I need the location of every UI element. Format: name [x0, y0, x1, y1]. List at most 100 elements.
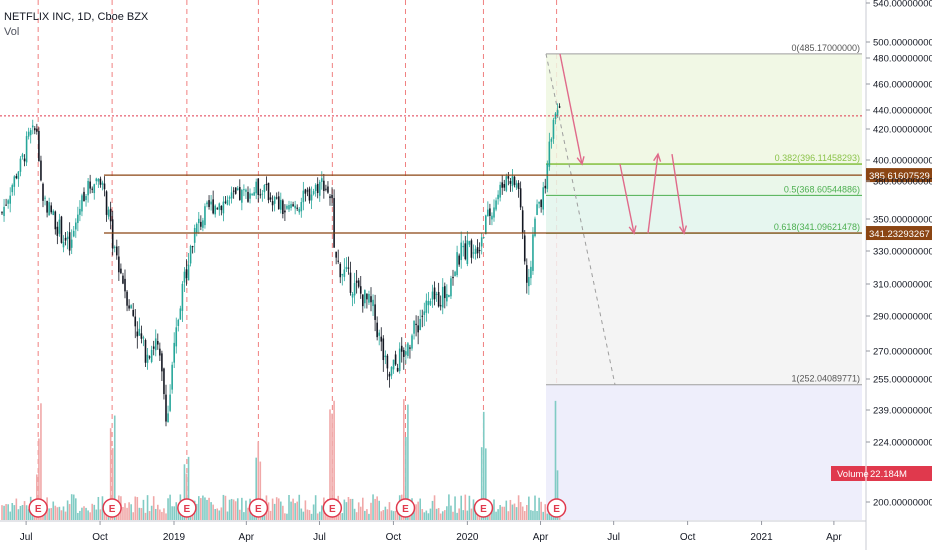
price-tick-label: 350.00000000 — [873, 215, 932, 226]
earnings-marker-label: E — [402, 504, 409, 515]
price-tick-label: 310.00000000 — [873, 280, 932, 291]
volume-bar — [277, 498, 280, 520]
volume-bar — [437, 507, 440, 520]
volume-bar — [421, 509, 424, 520]
candle-body — [222, 201, 225, 214]
volume-bar — [146, 495, 149, 520]
projection-arrow[interactable] — [647, 153, 659, 234]
volume-bar — [198, 496, 200, 520]
volume-bar — [138, 507, 141, 520]
candle-body — [19, 158, 22, 172]
candle-body — [132, 309, 134, 316]
fibonacci-retracement[interactable]: 0(485.17000000) 0.382(396.11458293) 0.5(36… — [545, 43, 862, 520]
candle-body — [245, 189, 247, 192]
earnings-marker[interactable] — [102, 498, 122, 518]
volume-bar — [202, 495, 204, 520]
candle-body — [60, 216, 63, 243]
price-tick-label: 480.00000000 — [873, 54, 932, 65]
volume-bar — [77, 512, 79, 520]
volume-bar — [505, 500, 508, 520]
earnings-marker[interactable] — [248, 498, 269, 518]
time-tick-label: 2020 — [456, 532, 479, 543]
candle-body — [204, 206, 206, 226]
earnings-marker[interactable] — [28, 498, 48, 518]
candle-body — [44, 197, 46, 199]
volume-bar — [392, 511, 395, 520]
volume-bar — [284, 513, 286, 520]
volume-bar — [355, 512, 358, 520]
candle-body — [21, 154, 24, 158]
volume-bar — [122, 506, 124, 520]
volume-bar — [450, 505, 452, 520]
volume-tag[interactable] — [831, 466, 932, 481]
level-price-tag[interactable] — [866, 168, 932, 183]
candle-body — [439, 305, 442, 307]
volume-bar — [390, 510, 393, 520]
projection-arrow[interactable] — [619, 163, 635, 234]
candle-body — [95, 178, 98, 182]
fib-zone-1 — [546, 164, 862, 196]
arrow-head — [653, 152, 662, 162]
candle-body — [308, 188, 311, 201]
volume-bar — [556, 470, 559, 520]
candle-body — [503, 184, 506, 188]
candle-body — [193, 228, 196, 243]
volume-bar — [364, 510, 366, 520]
volume-bar — [23, 501, 26, 520]
candle-body — [54, 211, 57, 230]
projection-arrow[interactable] — [671, 153, 685, 234]
candle-body — [318, 181, 321, 196]
earnings-marker[interactable] — [546, 498, 567, 518]
volume-indicator-label[interactable]: Vol — [4, 26, 20, 38]
candle-body — [85, 196, 87, 201]
candle-body — [462, 245, 465, 248]
volume-bar — [542, 511, 544, 520]
candle-body — [362, 294, 364, 307]
candle-body — [550, 138, 553, 142]
level-price-tag[interactable] — [866, 226, 932, 241]
volume-bar — [513, 503, 516, 520]
symbol-title[interactable]: NETFLIX INC, 1D, Cboe BZX — [4, 11, 149, 23]
price-tick-label: 224.00000000 — [873, 438, 932, 449]
candle-body — [526, 265, 528, 283]
candle-body — [542, 187, 544, 210]
candle-body — [345, 266, 348, 270]
candle-body — [72, 230, 75, 237]
candle-body — [353, 282, 356, 296]
projection-arrows[interactable] — [559, 53, 688, 235]
candle-body — [152, 346, 155, 349]
candle-body — [34, 128, 36, 131]
candle-body — [116, 246, 118, 256]
volume-bars — [1, 399, 561, 520]
candle-body — [165, 394, 167, 422]
volume-bar — [72, 494, 75, 520]
volume-bar — [13, 505, 16, 520]
candle-body — [349, 272, 352, 293]
candle-body — [48, 202, 50, 216]
earnings-marker[interactable] — [473, 498, 494, 518]
volume-bar — [228, 499, 231, 520]
candle-body — [212, 199, 214, 214]
volume-bar — [519, 502, 522, 520]
volume-bar — [234, 501, 237, 520]
candle-body — [210, 201, 212, 205]
candle-body — [93, 184, 96, 194]
earnings-marker[interactable] — [177, 498, 197, 518]
candle-body — [437, 292, 440, 307]
volume-bar — [95, 509, 98, 520]
volume-bar — [75, 498, 77, 520]
horizontal-levels[interactable] — [0, 115, 862, 234]
volume-bar — [36, 474, 38, 520]
time-axis[interactable]: Jul Oct 2019 Apr Jul Oct 2020 Apr Jul Oct 2021 Apr — [20, 521, 843, 543]
volume-bar — [388, 502, 391, 520]
volume-bar — [236, 498, 239, 520]
earnings-marker[interactable] — [322, 498, 343, 518]
earnings-marker[interactable] — [395, 498, 416, 518]
volume-bar — [185, 473, 188, 520]
volume-bar — [50, 508, 52, 520]
volume-bar — [54, 505, 57, 520]
projection-arrow[interactable] — [559, 53, 583, 165]
